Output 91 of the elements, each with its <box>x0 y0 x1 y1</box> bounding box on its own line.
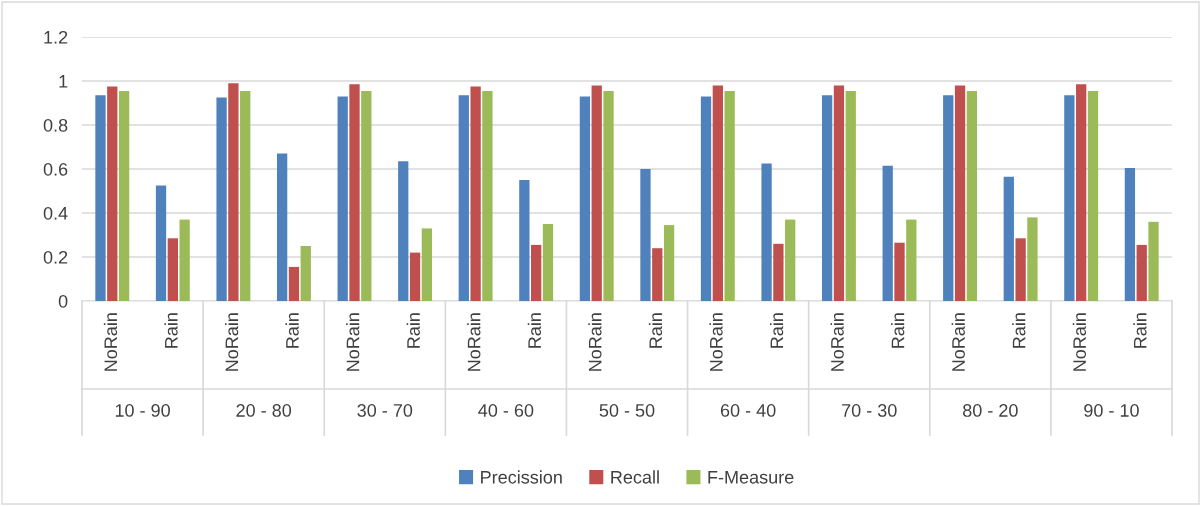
bar <box>579 96 591 301</box>
x-tick-label: Rain <box>1012 313 1026 348</box>
y-tick-label: 0 <box>58 294 68 308</box>
text: 40 - 60 <box>478 404 534 417</box>
x-tick-label: NoRain <box>951 313 965 371</box>
x-tick-label: NoRain <box>224 313 239 371</box>
bar <box>398 161 409 301</box>
bar <box>603 90 614 301</box>
bar <box>712 85 723 301</box>
bar <box>337 96 348 301</box>
x-tick-label: NoRain <box>1072 313 1087 371</box>
bar <box>167 238 178 301</box>
x-tick-label: Rain <box>648 313 663 348</box>
bar <box>1124 167 1136 301</box>
bar <box>482 90 493 301</box>
x-tick-label: Rain <box>527 313 542 348</box>
bar <box>531 244 542 301</box>
bar <box>1148 221 1159 301</box>
bar <box>1087 90 1099 301</box>
text: 60 - 40 <box>720 404 776 417</box>
bar <box>966 90 978 301</box>
x-tick-label: Rain <box>164 313 178 348</box>
y-tick-label: 1 <box>59 75 68 88</box>
x-tick-label: Rain <box>406 313 420 348</box>
bar <box>300 246 311 301</box>
text: 30 - 70 <box>357 404 413 417</box>
bar <box>1136 244 1147 301</box>
x-tick-label: NoRain <box>588 313 602 371</box>
bar <box>409 252 421 301</box>
bar <box>216 97 227 301</box>
legend-label: Recall <box>611 470 659 484</box>
bar <box>761 163 772 301</box>
bar <box>1076 84 1087 301</box>
bar <box>652 248 663 301</box>
x-tick-label: NoRain <box>103 313 118 371</box>
bar <box>1015 238 1026 301</box>
bar <box>288 266 300 301</box>
bar <box>1027 217 1038 301</box>
bar <box>470 86 481 301</box>
y-tick-label: 0.4 <box>43 206 68 220</box>
bar <box>700 96 712 301</box>
bar <box>458 95 469 301</box>
x-tick-label: Rain <box>285 313 299 348</box>
x-tick-label: NoRain <box>346 313 360 371</box>
bar <box>118 90 130 301</box>
bar <box>95 95 106 301</box>
bar <box>943 95 954 301</box>
bar <box>1003 176 1014 301</box>
bar <box>906 219 917 301</box>
text: 10 - 90 <box>115 404 170 417</box>
bar <box>240 90 251 301</box>
text: 80 - 20 <box>963 404 1018 417</box>
y-tick-label: 0.8 <box>43 118 68 132</box>
text: 50 - 50 <box>599 404 655 417</box>
legend-label: Precission <box>481 470 562 484</box>
bar <box>785 219 796 301</box>
text: 90 - 10 <box>1084 404 1139 417</box>
bar <box>954 85 966 301</box>
bar <box>1064 95 1075 301</box>
bar <box>519 180 530 301</box>
x-tick-label: Rain <box>891 313 905 348</box>
bar <box>591 85 602 301</box>
text: 20 - 80 <box>236 404 292 417</box>
bar <box>276 153 288 301</box>
x-tick-label: Rain <box>1133 313 1147 348</box>
bar <box>833 85 845 301</box>
x-tick-label: Rain <box>769 313 784 348</box>
bar <box>773 243 784 301</box>
bar <box>542 224 554 301</box>
x-tick-label: NoRain <box>467 313 481 371</box>
y-tick-label: 0.6 <box>43 162 68 176</box>
bar <box>361 90 372 301</box>
x-tick-label: NoRain <box>830 313 844 371</box>
bar <box>349 84 360 301</box>
bar <box>845 90 856 301</box>
bar <box>821 95 833 301</box>
bar <box>663 225 675 301</box>
bar <box>894 242 905 301</box>
bar <box>421 228 433 301</box>
bar <box>107 86 118 301</box>
bar <box>179 219 190 301</box>
bar <box>640 169 651 301</box>
x-tick-label: NoRain <box>709 313 723 371</box>
y-tick-label: 0.2 <box>43 250 68 264</box>
bar <box>228 83 239 301</box>
bar <box>155 185 167 301</box>
bar <box>882 165 893 301</box>
y-tick-label: 1.2 <box>44 30 68 44</box>
bar <box>724 90 735 301</box>
legend-label: F-Measure <box>708 471 794 484</box>
text: 70 - 30 <box>842 404 897 417</box>
